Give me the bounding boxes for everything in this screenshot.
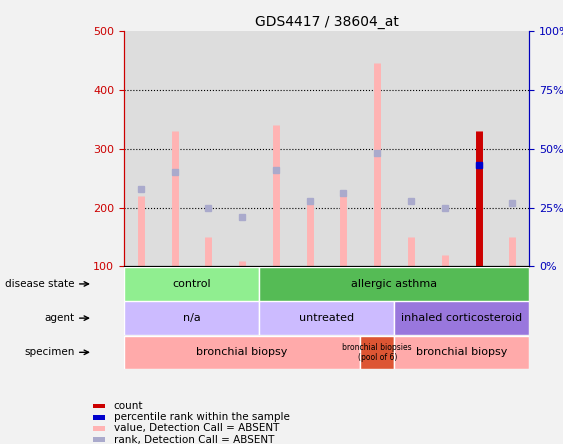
Bar [93,415,105,420]
Text: bronchial biopsies
(pool of 6): bronchial biopsies (pool of 6) [342,343,412,362]
Text: inhaled corticosteroid: inhaled corticosteroid [401,313,522,323]
Text: bronchial biopsy: bronchial biopsy [196,347,288,357]
Text: disease state: disease state [5,279,74,289]
Text: specimen: specimen [24,347,74,357]
Bar [394,301,529,335]
Bar [259,301,394,335]
Title: GDS4417 / 38604_at: GDS4417 / 38604_at [254,15,399,29]
Bar [124,267,259,301]
Text: percentile rank within the sample: percentile rank within the sample [114,412,289,422]
Bar [360,31,394,266]
Bar [360,336,394,369]
Bar [124,31,158,266]
Bar [428,31,462,266]
Bar [158,31,191,266]
Bar [225,31,259,266]
Bar [394,31,428,266]
Bar [495,31,529,266]
Bar [327,31,360,266]
Text: bronchial biopsy: bronchial biopsy [416,347,507,357]
Bar [462,31,495,266]
Bar [124,301,259,335]
Bar [259,267,529,301]
Text: rank, Detection Call = ABSENT: rank, Detection Call = ABSENT [114,435,274,444]
Text: control: control [172,279,211,289]
Bar [124,336,360,369]
Bar [93,404,105,408]
Bar [191,31,225,266]
Bar [259,31,293,266]
Bar [293,31,327,266]
Bar [394,336,529,369]
Text: allergic asthma: allergic asthma [351,279,437,289]
Text: untreated: untreated [299,313,354,323]
Text: count: count [114,401,143,411]
Bar [93,426,105,431]
Text: n/a: n/a [182,313,200,323]
Text: value, Detection Call = ABSENT: value, Detection Call = ABSENT [114,424,279,433]
Bar [93,437,105,442]
Text: agent: agent [44,313,74,323]
